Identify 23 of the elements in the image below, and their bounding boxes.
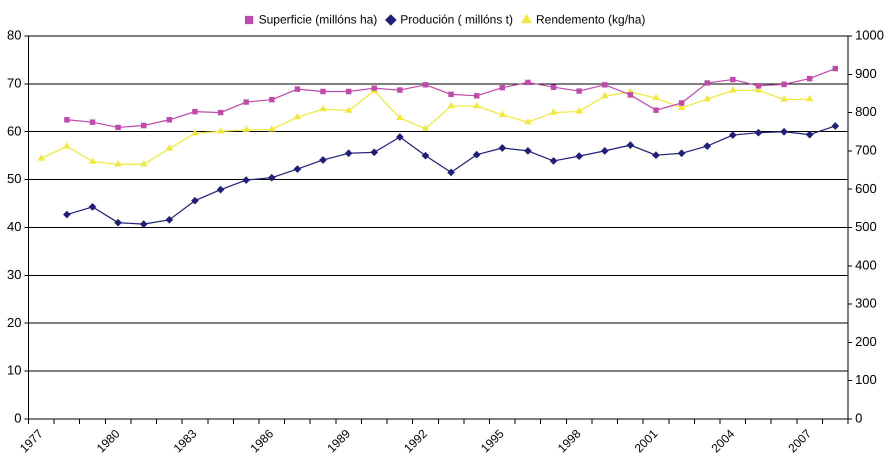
- y2-tick-label: 0: [855, 410, 862, 426]
- y2-tick-label: 800: [855, 104, 877, 120]
- y-tick-label: 40: [6, 219, 22, 234]
- y2-tick-label: 1000: [855, 28, 884, 43]
- y-tick-label: 20: [6, 314, 22, 330]
- y2-tick-label: 300: [855, 296, 877, 311]
- y2-tick-label: 700: [855, 142, 877, 158]
- legend-label: Rendemento (kg/ha): [536, 12, 646, 26]
- y2-tick-label: 400: [855, 257, 877, 272]
- y2-tick-label: 500: [855, 219, 877, 234]
- legend-label: Produción ( millóns t): [400, 12, 514, 26]
- legend-label: Superficie (millóns ha): [258, 12, 378, 26]
- y-tick-label: 80: [6, 28, 22, 43]
- y-tick-label: 0: [14, 410, 22, 426]
- y2-tick-label: 200: [855, 334, 877, 349]
- y-tick-label: 50: [6, 171, 22, 186]
- y2-tick-label: 900: [855, 66, 877, 81]
- y-tick-label: 60: [6, 123, 22, 138]
- y-tick-label: 70: [6, 75, 22, 90]
- y2-tick-label: 100: [855, 372, 877, 388]
- y2-tick-label: 600: [855, 180, 877, 196]
- y-tick-label: 30: [6, 266, 22, 282]
- y-tick-label: 10: [6, 362, 22, 378]
